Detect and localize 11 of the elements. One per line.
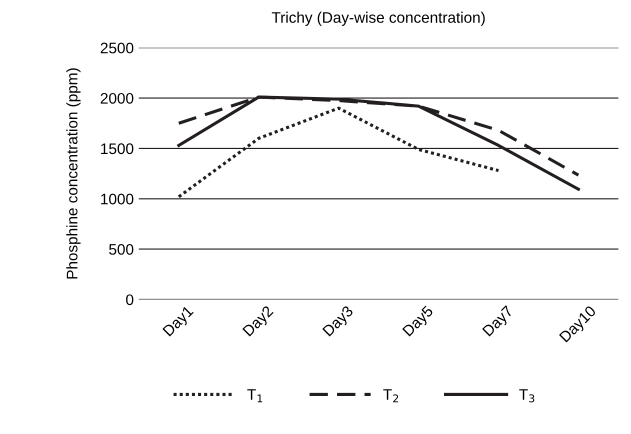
- y-tick-label: 0: [126, 294, 134, 306]
- legend-label: T$_{2}$: [383, 389, 398, 402]
- y-tick-label: 500: [109, 244, 134, 255]
- legend-label: T$_{1}$: [247, 389, 262, 402]
- y-tick-label: 1500: [101, 143, 134, 154]
- legend-label: T$_{3}$: [519, 389, 534, 402]
- y-tick-label: 1000: [101, 194, 134, 204]
- y-tick-label: 2000: [100, 92, 134, 104]
- y-tick-label: 2500: [100, 42, 134, 54]
- chart-title: Trichy (Day-wise concentration): [272, 12, 485, 26]
- y-axis-title: Phosphine concentration (ppm): [66, 68, 81, 278]
